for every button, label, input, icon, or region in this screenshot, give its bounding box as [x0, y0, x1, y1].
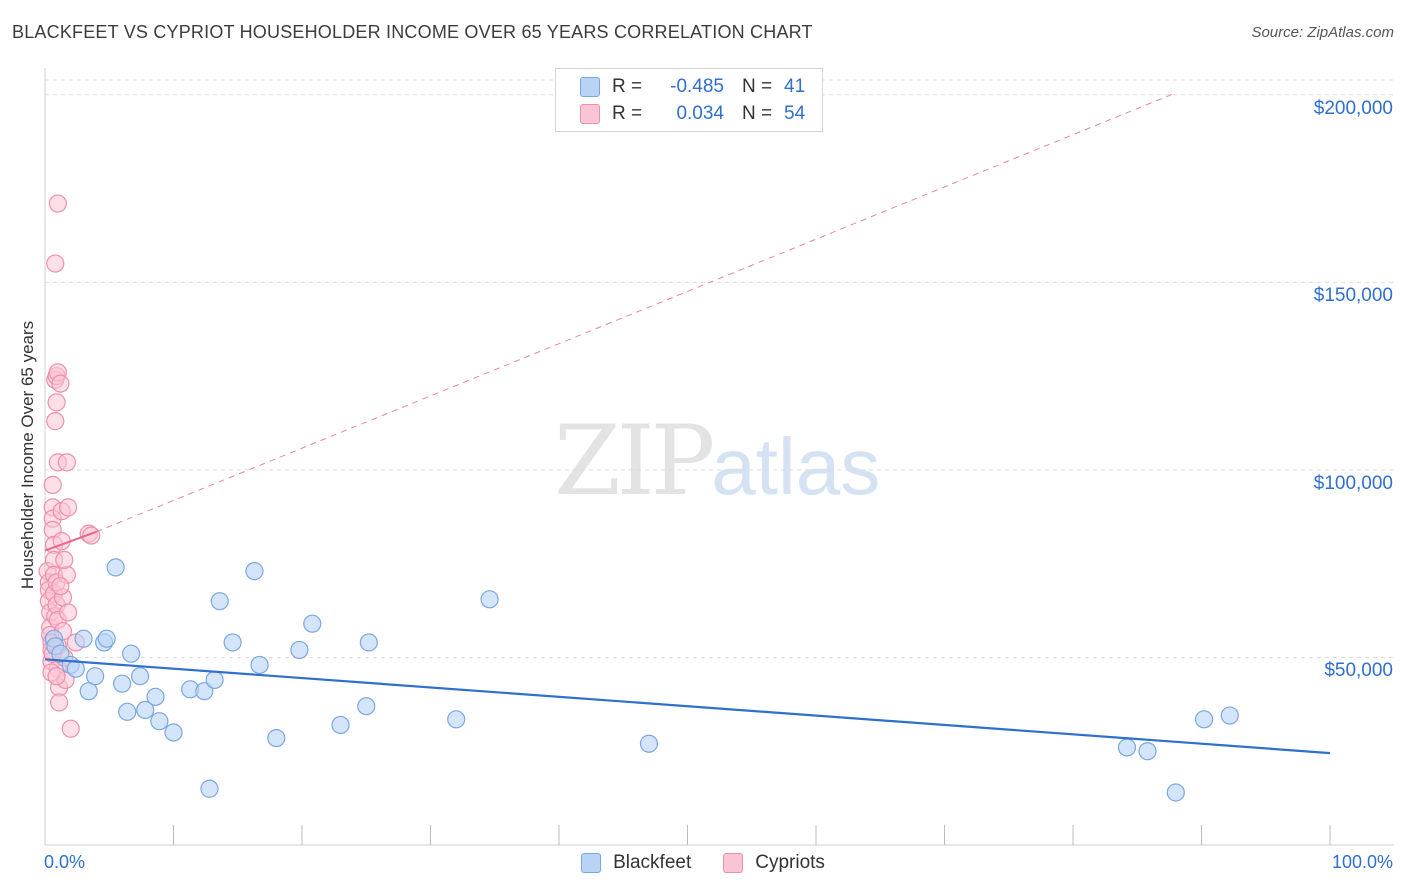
blackfeet-point — [303, 614, 322, 633]
blackfeet-points — [44, 558, 1239, 802]
blackfeet-point — [1117, 738, 1137, 757]
cypriots-point — [59, 603, 78, 622]
blackfeet-point — [146, 687, 165, 706]
cypriots-point — [46, 412, 65, 431]
y-tick-label: $100,000 — [1313, 472, 1393, 494]
blackfeet-point — [245, 562, 264, 581]
legend-swatch-cypriots — [580, 104, 600, 124]
y-tick-label: $200,000 — [1313, 97, 1393, 119]
legend-n-value: 41 — [784, 76, 806, 97]
blackfeet-point — [290, 640, 309, 660]
blackfeet-point — [121, 644, 141, 663]
legend-n-label: N = — [742, 76, 773, 97]
cypriots-point — [61, 719, 80, 738]
cypriots-point — [57, 453, 76, 472]
blackfeet-point — [1138, 742, 1157, 761]
cypriots-trend-line-solid — [44, 530, 97, 552]
blackfeet-point — [250, 655, 269, 675]
legend-row-blackfeet: R = -0.485 N = 41 — [580, 75, 805, 99]
cypriots-point — [51, 374, 70, 393]
source-credit: Source: ZipAtlas.com — [1251, 24, 1394, 41]
y-tick-label: $50,000 — [1324, 660, 1393, 682]
x-tick-label-min: 0.0% — [44, 852, 86, 872]
blackfeet-point — [331, 715, 350, 735]
legend-r-value: 0.034 — [676, 103, 724, 124]
legend-item-cypriots: Cypriots — [723, 852, 825, 874]
y-tick-label: $150,000 — [1313, 285, 1393, 307]
cypriots-point — [55, 550, 74, 570]
blackfeet-point — [51, 644, 70, 663]
cypriots-point — [48, 194, 67, 213]
blackfeet-point — [210, 592, 229, 611]
legend-item-blackfeet: Blackfeet — [581, 852, 691, 874]
legend-n-value: 54 — [784, 103, 806, 124]
legend-swatch-blackfeet — [580, 77, 600, 97]
trend-lines — [44, 92, 1331, 755]
cypriots-point — [47, 667, 66, 686]
axes — [44, 68, 1394, 846]
legend-r-value: -0.485 — [670, 76, 724, 97]
cypriots-point — [46, 254, 65, 273]
correlation-legend: R = -0.485 N = 41 R = 0.034 N = 54 — [555, 68, 823, 132]
blackfeet-point — [639, 734, 659, 753]
cypriots-point — [43, 475, 62, 494]
legend-label-cypriots: Cypriots — [755, 852, 825, 873]
blackfeet-point — [1220, 706, 1239, 725]
blackfeet-point — [118, 702, 137, 721]
legend-swatch-cypriots — [723, 853, 744, 873]
cypriots-trend-line-dashed — [96, 92, 1176, 533]
blackfeet-point — [97, 629, 116, 648]
blackfeet-point — [66, 659, 85, 678]
blackfeet-point — [267, 728, 286, 748]
blackfeet-point — [223, 633, 242, 652]
blackfeet-point — [480, 590, 499, 609]
legend-swatch-blackfeet — [581, 853, 602, 873]
blackfeet-point — [106, 558, 125, 577]
blackfeet-point — [130, 667, 150, 686]
blackfeet-point — [357, 697, 376, 716]
blackfeet-point — [150, 712, 169, 731]
blackfeet-point — [136, 700, 155, 720]
cypriots-point — [59, 498, 78, 517]
legend-r-label: R = — [612, 103, 643, 124]
blackfeet-point — [1194, 710, 1214, 729]
blackfeet-point — [86, 667, 105, 686]
legend-n-label: N = — [742, 103, 773, 124]
legend-row-cypriots: R = 0.034 N = 54 — [580, 102, 805, 126]
blackfeet-point — [74, 629, 93, 648]
legend-r-label: R = — [612, 76, 643, 97]
cypriots-points — [38, 194, 101, 738]
blackfeet-point — [205, 670, 224, 690]
blackfeet-point — [359, 633, 378, 652]
legend-label-blackfeet: Blackfeet — [613, 852, 692, 873]
cypriots-point — [50, 693, 69, 712]
cypriots-point — [51, 577, 70, 596]
series-legend: Blackfeet Cypriots — [0, 852, 1406, 874]
chart-title: BLACKFEET VS CYPRIOT HOUSEHOLDER INCOME … — [12, 22, 813, 42]
blackfeet-point — [112, 674, 132, 693]
cypriots-point — [47, 393, 66, 412]
blackfeet-point — [1166, 783, 1185, 802]
blackfeet-trend-line — [44, 658, 1331, 755]
watermark-atlas: atlas — [711, 422, 881, 511]
blackfeet-point — [447, 710, 466, 729]
blackfeet-point — [164, 723, 183, 742]
watermark: ZIPatlas — [554, 405, 880, 517]
watermark-zip: ZIP — [554, 405, 715, 517]
blackfeet-point — [195, 682, 214, 701]
blackfeet-point — [200, 779, 219, 798]
blackfeet-point — [79, 682, 98, 701]
x-tick-label-max: 100.0% — [1331, 852, 1393, 872]
